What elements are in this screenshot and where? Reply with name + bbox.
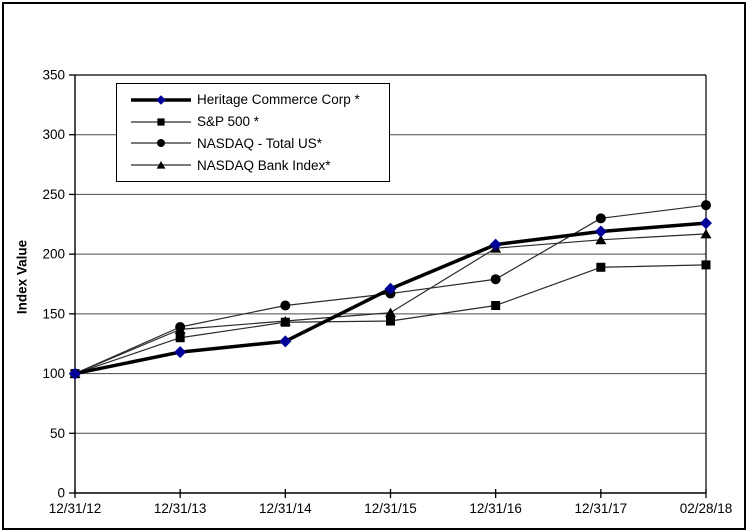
data-point-marker-circle xyxy=(490,274,501,285)
data-point-marker-square xyxy=(157,118,165,126)
data-point-marker-triangle xyxy=(156,161,166,169)
y-tick-label: 250 xyxy=(42,187,65,202)
data-point-marker-square xyxy=(491,300,501,310)
x-tick-label: 12/31/16 xyxy=(469,501,522,516)
x-tick-label: 02/28/18 xyxy=(680,501,733,516)
x-tick-label: 12/31/15 xyxy=(364,501,417,516)
data-point-marker-square xyxy=(175,333,185,343)
chart-legend: Heritage Commerce Corp * S&P 500 * NASDAQ … xyxy=(116,83,390,182)
y-tick-label: 50 xyxy=(50,426,65,441)
data-point-marker-square xyxy=(701,260,711,270)
y-tick-label: 300 xyxy=(42,127,65,142)
legend-item: NASDAQ Bank Index* xyxy=(131,155,385,175)
data-point-marker-square xyxy=(596,262,606,272)
legend-item: S&P 500 * xyxy=(131,112,385,132)
legend-item: NASDAQ - Total US* xyxy=(131,133,385,153)
x-tick-label: 12/31/13 xyxy=(154,501,207,516)
legend-label: NASDAQ Bank Index* xyxy=(197,157,331,173)
data-point-marker-triangle xyxy=(385,307,396,318)
data-point-marker-circle xyxy=(701,200,711,211)
data-point-marker-diamond xyxy=(174,346,187,359)
data-point-marker-circle xyxy=(175,321,186,332)
x-tick-label: 12/31/14 xyxy=(259,501,312,516)
data-point-marker-diamond xyxy=(489,238,502,251)
legend-label: Heritage Commerce Corp * xyxy=(197,92,360,108)
y-tick-label: 200 xyxy=(42,247,65,262)
y-tick-label: 150 xyxy=(42,306,65,321)
legend-line-sample xyxy=(131,139,191,148)
data-point-marker-diamond xyxy=(384,282,397,295)
legend-label: NASDAQ - Total US* xyxy=(197,135,323,151)
y-tick-label: 350 xyxy=(42,68,65,83)
y-axis-title: Index Value xyxy=(14,239,30,315)
data-point-marker-square xyxy=(280,317,290,327)
data-point-marker-triangle xyxy=(700,228,712,239)
x-tick-label: 12/31/12 xyxy=(49,501,102,516)
data-point-marker-diamond xyxy=(594,225,607,238)
data-point-marker-diamond xyxy=(700,217,712,230)
legend-label: S&P 500 * xyxy=(197,114,260,130)
legend-line-sample xyxy=(131,118,191,126)
x-tick-label: 12/31/17 xyxy=(575,501,628,516)
data-point-marker-circle xyxy=(595,213,606,224)
legend-line-sample xyxy=(131,161,191,169)
data-point-marker-diamond xyxy=(156,95,166,105)
y-tick-label: 0 xyxy=(57,486,65,501)
data-point-marker-diamond xyxy=(279,335,292,348)
data-point-marker-square xyxy=(386,316,395,326)
data-point-marker-circle xyxy=(157,139,165,148)
y-tick-label: 100 xyxy=(42,366,65,381)
data-point-marker-triangle xyxy=(595,234,607,245)
data-point-marker-circle xyxy=(280,300,291,311)
legend-item: Heritage Commerce Corp * xyxy=(131,90,385,110)
data-point-marker-diamond xyxy=(69,367,81,380)
legend-line-sample xyxy=(131,95,191,105)
